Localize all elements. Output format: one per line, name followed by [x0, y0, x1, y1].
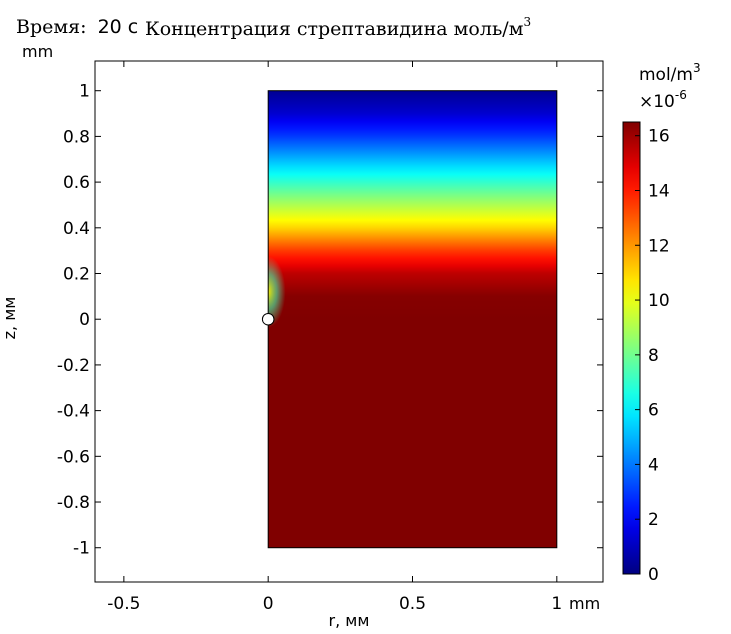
sphere-halo [268, 256, 286, 328]
colorbar-tick-label: 14 [648, 181, 670, 201]
y-tick-label: 0 [79, 310, 90, 330]
y-tick-label: -1 [73, 539, 90, 559]
y-tick-label: 0.2 [63, 265, 90, 285]
colorbar-tick-label: 6 [648, 401, 659, 421]
time-label: Время: 20 с [16, 16, 138, 38]
chart-title: Концентрация стрептавидина моль/м3 [145, 15, 531, 40]
field-fill [268, 90, 557, 548]
y-tick-label: 0.6 [63, 173, 90, 193]
colorbar-tick-label: 2 [648, 510, 659, 530]
concentration-field [268, 90, 557, 548]
y-unit-label: mm [22, 42, 53, 61]
x-axis-label: r, мм [329, 611, 370, 630]
sphere-marker [261, 312, 275, 326]
colorbar-tick-label: 10 [648, 291, 670, 311]
colorbar-tick-label: 0 [648, 565, 659, 585]
y-tick-label: 0.8 [63, 127, 90, 147]
y-tick-label: -0.6 [57, 447, 90, 467]
y-tick-label: -0.8 [57, 493, 90, 513]
colorbar-tick-label: 8 [648, 346, 659, 366]
y-axis: 1 0.8 0.6 0.4 0.2 0 -0.2 -0.4 -0.6 -0.8 -1 [57, 82, 603, 559]
y-axis-label: z, мм [0, 297, 19, 340]
y-tick-label: 0.4 [63, 219, 90, 239]
colorbar [622, 121, 641, 575]
x-tick-label: 0 [263, 594, 274, 614]
y-tick-label: -0.2 [57, 356, 90, 376]
x-tick-label: -0.5 [107, 594, 140, 614]
x-tick-label: 0.5 [399, 594, 426, 614]
colorbar-ticks: 0 2 4 6 8 10 12 14 16 [635, 127, 670, 585]
y-tick-label: -0.4 [57, 402, 90, 422]
x-axis: -0.5 0 0.5 1 [107, 61, 562, 614]
colorbar-unit: mol/m3 [639, 61, 701, 85]
colorbar-tick-label: 16 [648, 127, 670, 147]
colorbar-tick-label: 4 [648, 455, 659, 475]
colorbar-tick-label: 12 [648, 236, 670, 256]
colorbar-multiplier: ×10-6 [639, 88, 687, 112]
x-unit-label: mm [569, 594, 600, 613]
x-tick-label: 1 [551, 594, 562, 614]
y-tick-label: 1 [79, 82, 90, 102]
